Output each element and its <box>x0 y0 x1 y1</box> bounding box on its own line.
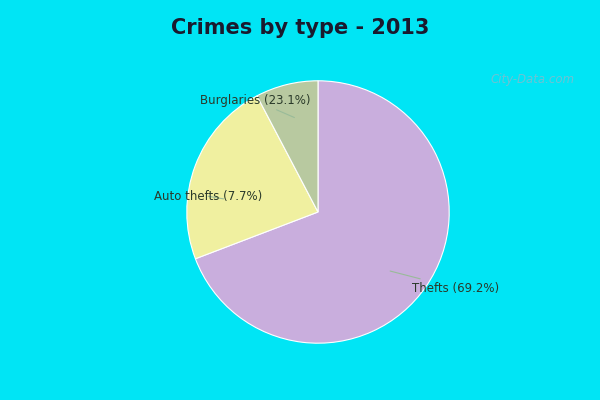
Text: Crimes by type - 2013: Crimes by type - 2013 <box>171 18 429 38</box>
Wedge shape <box>187 96 318 259</box>
Text: City-Data.com: City-Data.com <box>491 73 575 86</box>
Text: Auto thefts (7.7%): Auto thefts (7.7%) <box>154 190 262 203</box>
Wedge shape <box>196 81 449 343</box>
Text: Thefts (69.2%): Thefts (69.2%) <box>390 271 500 294</box>
Text: Burglaries (23.1%): Burglaries (23.1%) <box>200 94 310 118</box>
Wedge shape <box>257 81 318 212</box>
